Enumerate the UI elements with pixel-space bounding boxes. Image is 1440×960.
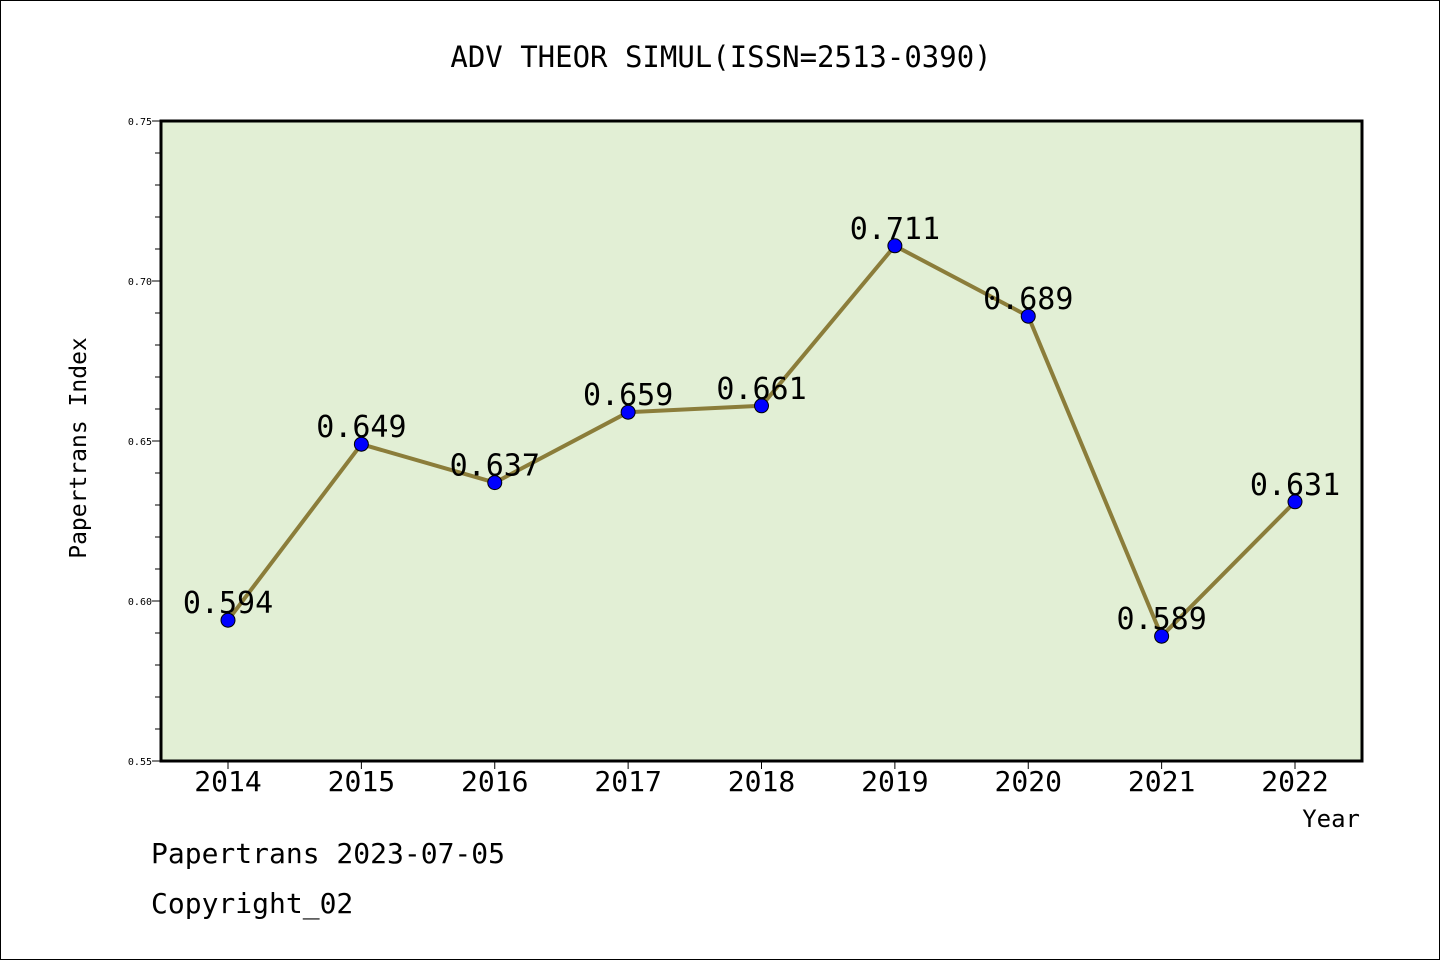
data-label: 0.711 xyxy=(850,212,940,247)
data-point xyxy=(1154,628,1170,644)
data-point xyxy=(754,398,769,414)
data-point xyxy=(487,475,503,491)
data-label: 0.594 xyxy=(183,586,273,621)
x-tick-label: 2021 xyxy=(1128,765,1195,798)
data-label: 0.637 xyxy=(450,449,540,484)
x-tick-label: 2019 xyxy=(861,765,928,798)
y-tick-label: 0.65 xyxy=(128,437,152,448)
data-label: 0.649 xyxy=(316,410,406,445)
x-tick-label: 2017 xyxy=(594,765,661,798)
data-point xyxy=(887,238,903,254)
y-axis-label: Papertrans Index xyxy=(66,337,92,559)
data-label: 0.689 xyxy=(983,282,1073,317)
data-label: 0.661 xyxy=(716,372,806,407)
x-tick-label: 2022 xyxy=(1261,765,1328,798)
y-tick-label: 0.60 xyxy=(128,597,152,608)
chart-title: ADV THEOR SIMUL(ISSN=2513-0390) xyxy=(450,40,991,74)
x-axis-label: Year xyxy=(1302,805,1360,833)
data-label: 0.589 xyxy=(1116,602,1206,637)
data-labels: 0.594 0.649 0.637 0.659 0.661 0.711 0.689 0.589… xyxy=(183,212,1340,637)
y-tick-label: 0.75 xyxy=(128,117,152,128)
data-point xyxy=(353,436,369,452)
data-point xyxy=(220,612,236,628)
x-tick-label: 2020 xyxy=(995,765,1062,798)
data-label: 0.631 xyxy=(1250,468,1340,503)
y-axis-ticks xyxy=(152,120,161,762)
y-axis-tick-labels: 0.55 0.60 0.65 0.70 0.75 xyxy=(128,117,152,768)
x-axis-tick-labels: 2014 2015 2016 2017 2018 2019 2020 2021 2022 xyxy=(194,765,1328,798)
footer-date: Papertrans 2023-07-05 xyxy=(151,837,506,870)
series-markers xyxy=(220,238,1303,644)
data-label: 0.659 xyxy=(583,378,673,413)
data-point xyxy=(1287,494,1303,510)
x-tick-label: 2018 xyxy=(728,765,795,798)
x-tick-label: 2015 xyxy=(328,765,395,798)
x-tick-label: 2016 xyxy=(461,765,528,798)
data-point xyxy=(620,404,636,420)
footer-copyright: Copyright_02 xyxy=(151,887,354,920)
x-tick-label: 2014 xyxy=(194,765,261,798)
y-tick-label: 0.55 xyxy=(128,757,152,768)
y-tick-label: 0.70 xyxy=(128,277,152,288)
data-point xyxy=(1020,308,1036,324)
x-axis-ticks xyxy=(227,761,1296,769)
